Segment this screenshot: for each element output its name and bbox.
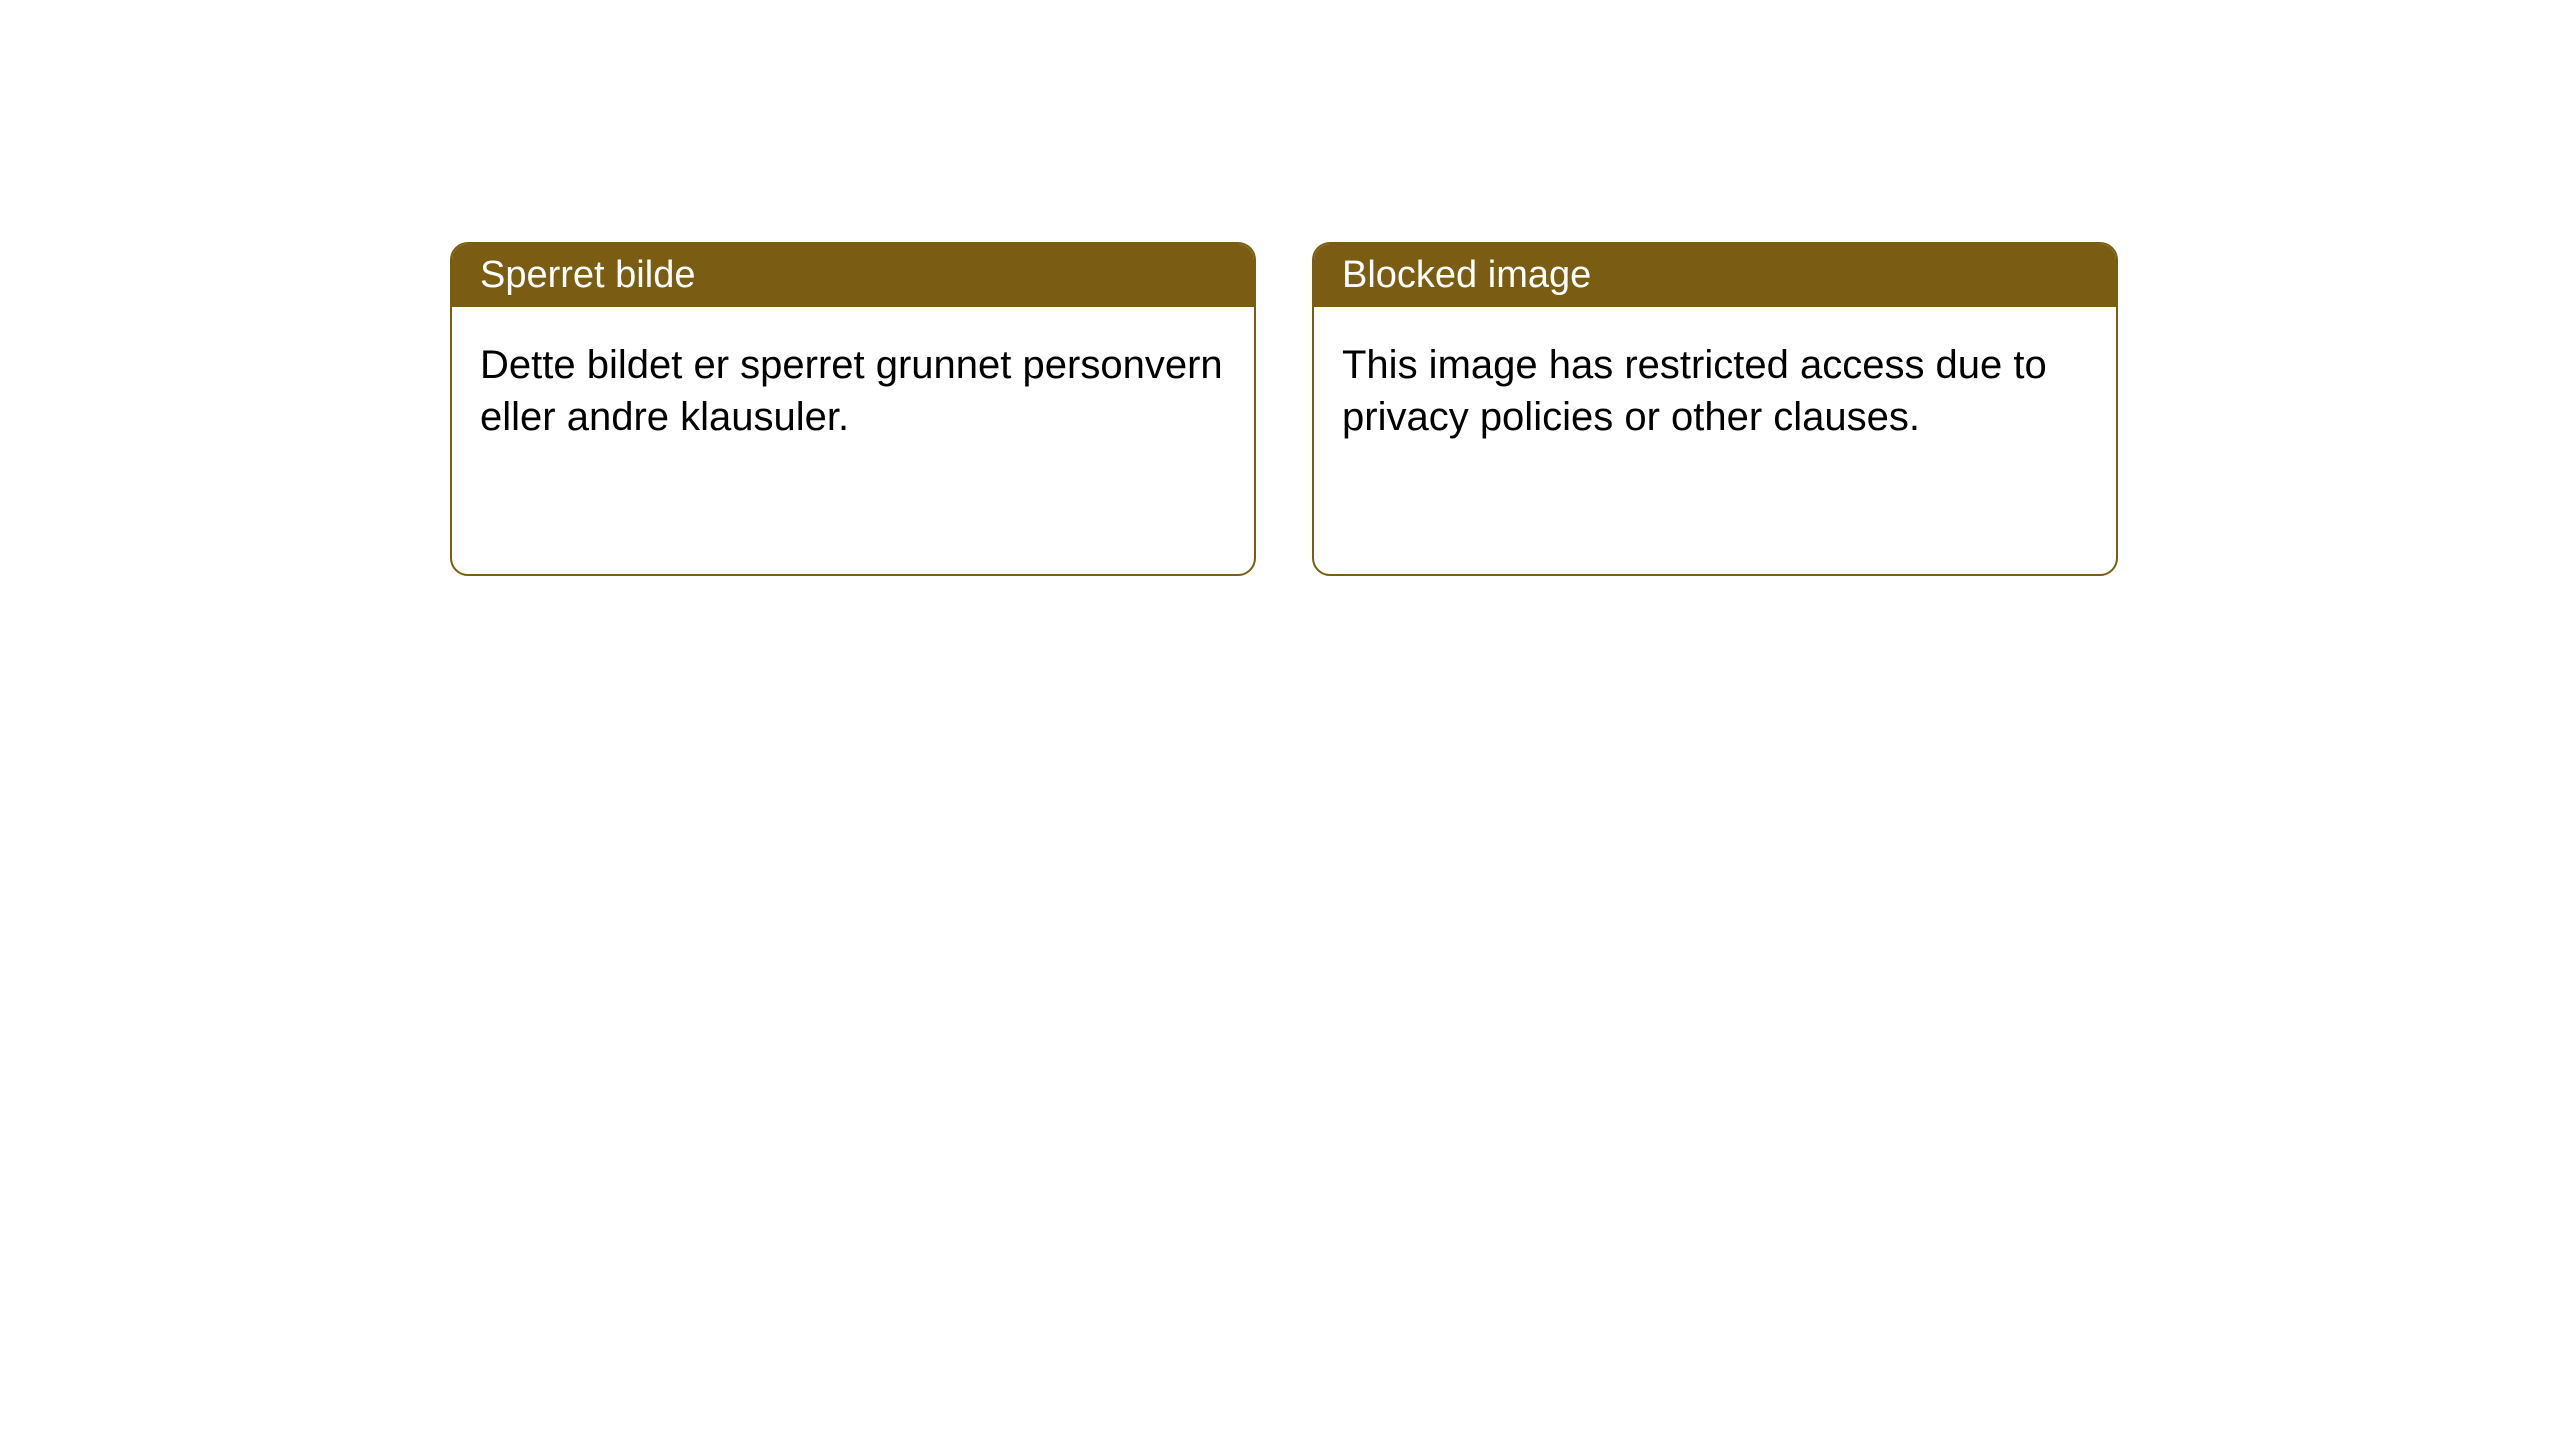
notice-card-body-no: Dette bildet er sperret grunnet personve… [452,307,1254,475]
notice-cards-container: Sperret bilde Dette bildet er sperret gr… [450,242,2560,576]
notice-card-title-no: Sperret bilde [452,244,1254,307]
notice-card-no: Sperret bilde Dette bildet er sperret gr… [450,242,1256,576]
notice-card-title-en: Blocked image [1314,244,2116,307]
notice-card-en: Blocked image This image has restricted … [1312,242,2118,576]
notice-card-body-en: This image has restricted access due to … [1314,307,2116,475]
